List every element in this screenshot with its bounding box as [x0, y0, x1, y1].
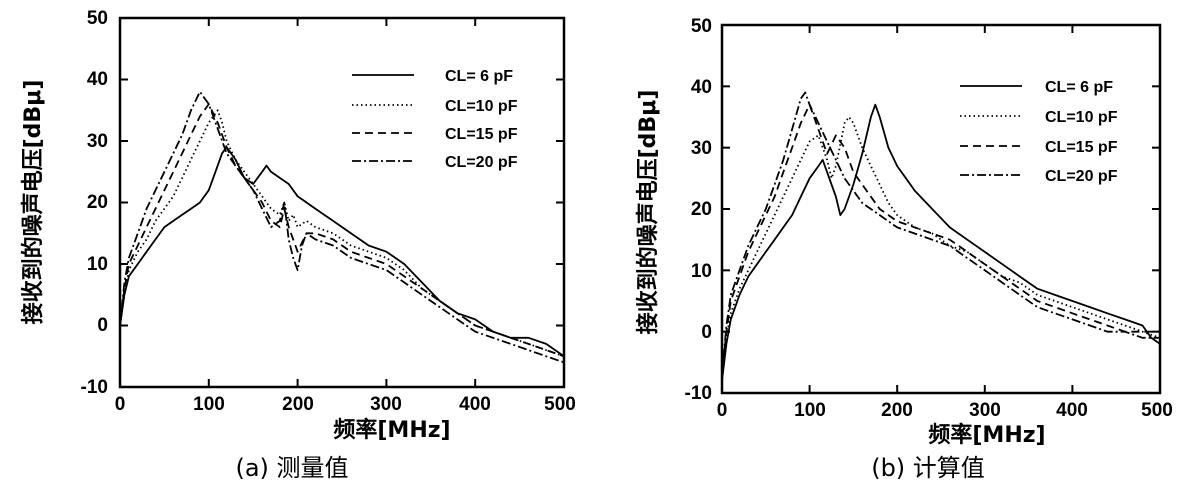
panel-b-ytick-label: 20	[691, 199, 712, 220]
panel-a-ytick-label: -10	[81, 377, 108, 398]
panel-b-ytick-label: 50	[691, 16, 712, 37]
panel-a-series-line-2	[119, 103, 565, 358]
panel-b-series-lines	[721, 91, 1161, 381]
panel-a-xtick-label: 500	[544, 394, 576, 415]
panel-b-xtick-label: 400	[1056, 400, 1088, 421]
panel-a-ylabel: 接收到的噪声电压[dBμ]	[20, 80, 46, 325]
panel-b-series-line-2	[721, 103, 1160, 375]
panel-a-xtick-label: 200	[282, 394, 314, 415]
panel-a-legend-label: CL=10 pF	[445, 98, 518, 115]
panel-a-legend-label: CL=20 pF	[445, 154, 518, 171]
panel-a-legend-label: CL= 6 pF	[445, 68, 513, 85]
panel-b-legend: CL= 6 pF CL=10 pF CL=15 pF CL=20 pF	[960, 79, 1118, 185]
panel-b-legend-label: CL=10 pF	[1045, 109, 1118, 126]
panel-a-xlabel: 频率[MHz]	[333, 417, 450, 443]
panel-b-xtick-label: 500	[1141, 400, 1173, 421]
panel-a-ytick-label: 50	[87, 8, 108, 29]
panel-a-series-line-1	[119, 109, 565, 358]
panel-a-ytick-label: 40	[87, 69, 108, 90]
panel-b-ytick-label: 30	[691, 138, 712, 159]
panel-b-caption: (b) 计算值	[871, 454, 985, 482]
panel-a-ytick-label: 20	[87, 192, 108, 213]
panel-b-xtick-label: 200	[881, 400, 913, 421]
panel-b-legend-label: CL=15 pF	[1045, 139, 1118, 156]
panel-b-xlabel: 频率[MHz]	[928, 422, 1045, 448]
panel-b: -10 0 10 20 30 40 50 0 100 200 300 400 5…	[635, 16, 1173, 482]
panel-b-xtick-label: 300	[969, 400, 1001, 421]
panel-b-ytick-label: 10	[691, 261, 712, 282]
panel-a-caption: (a) 测量值	[235, 454, 348, 482]
panel-b-ticks	[721, 24, 1161, 394]
panel-b-ytick-label: 40	[691, 77, 712, 98]
panel-a-legend-label: CL=15 pF	[445, 126, 518, 143]
panel-a: -10 0 10 20 30 40 50 0 100 200 300 400 5…	[20, 8, 576, 482]
panel-b-series-line-1	[721, 116, 1161, 381]
panel-a-xtick-label: 400	[459, 394, 491, 415]
panel-a-series-line-3	[119, 90, 565, 364]
panel-a-ytick-label: 0	[97, 315, 108, 336]
panel-a-legend: CL= 6 pF CL=10 pF CL=15 pF CL=20 pF	[352, 68, 518, 171]
panel-b-series-line-3	[721, 91, 1160, 375]
panel-b-legend-label: CL= 6 pF	[1045, 79, 1113, 96]
panel-b-ylabel: 接收到的噪声电压[dBμ]	[635, 90, 661, 335]
panel-b-legend-label: CL=20 pF	[1045, 168, 1118, 185]
panel-b-series-line-0	[721, 103, 1161, 381]
panel-b-xtick-label: 100	[794, 400, 826, 421]
panel-a-xtick-label: 0	[115, 394, 126, 415]
panel-a-ytick-label: 30	[87, 131, 108, 152]
panel-a-ytick-label: 10	[87, 254, 108, 275]
panel-a-xtick-label: 300	[370, 394, 402, 415]
panel-b-ytick-label: 0	[701, 322, 712, 343]
panel-a-xtick-label: 100	[193, 394, 225, 415]
panel-a-ticks	[119, 17, 565, 388]
panel-a-series-lines	[119, 90, 565, 364]
panel-b-ytick-label: -10	[685, 383, 712, 404]
panel-b-xtick-label: 0	[717, 400, 728, 421]
